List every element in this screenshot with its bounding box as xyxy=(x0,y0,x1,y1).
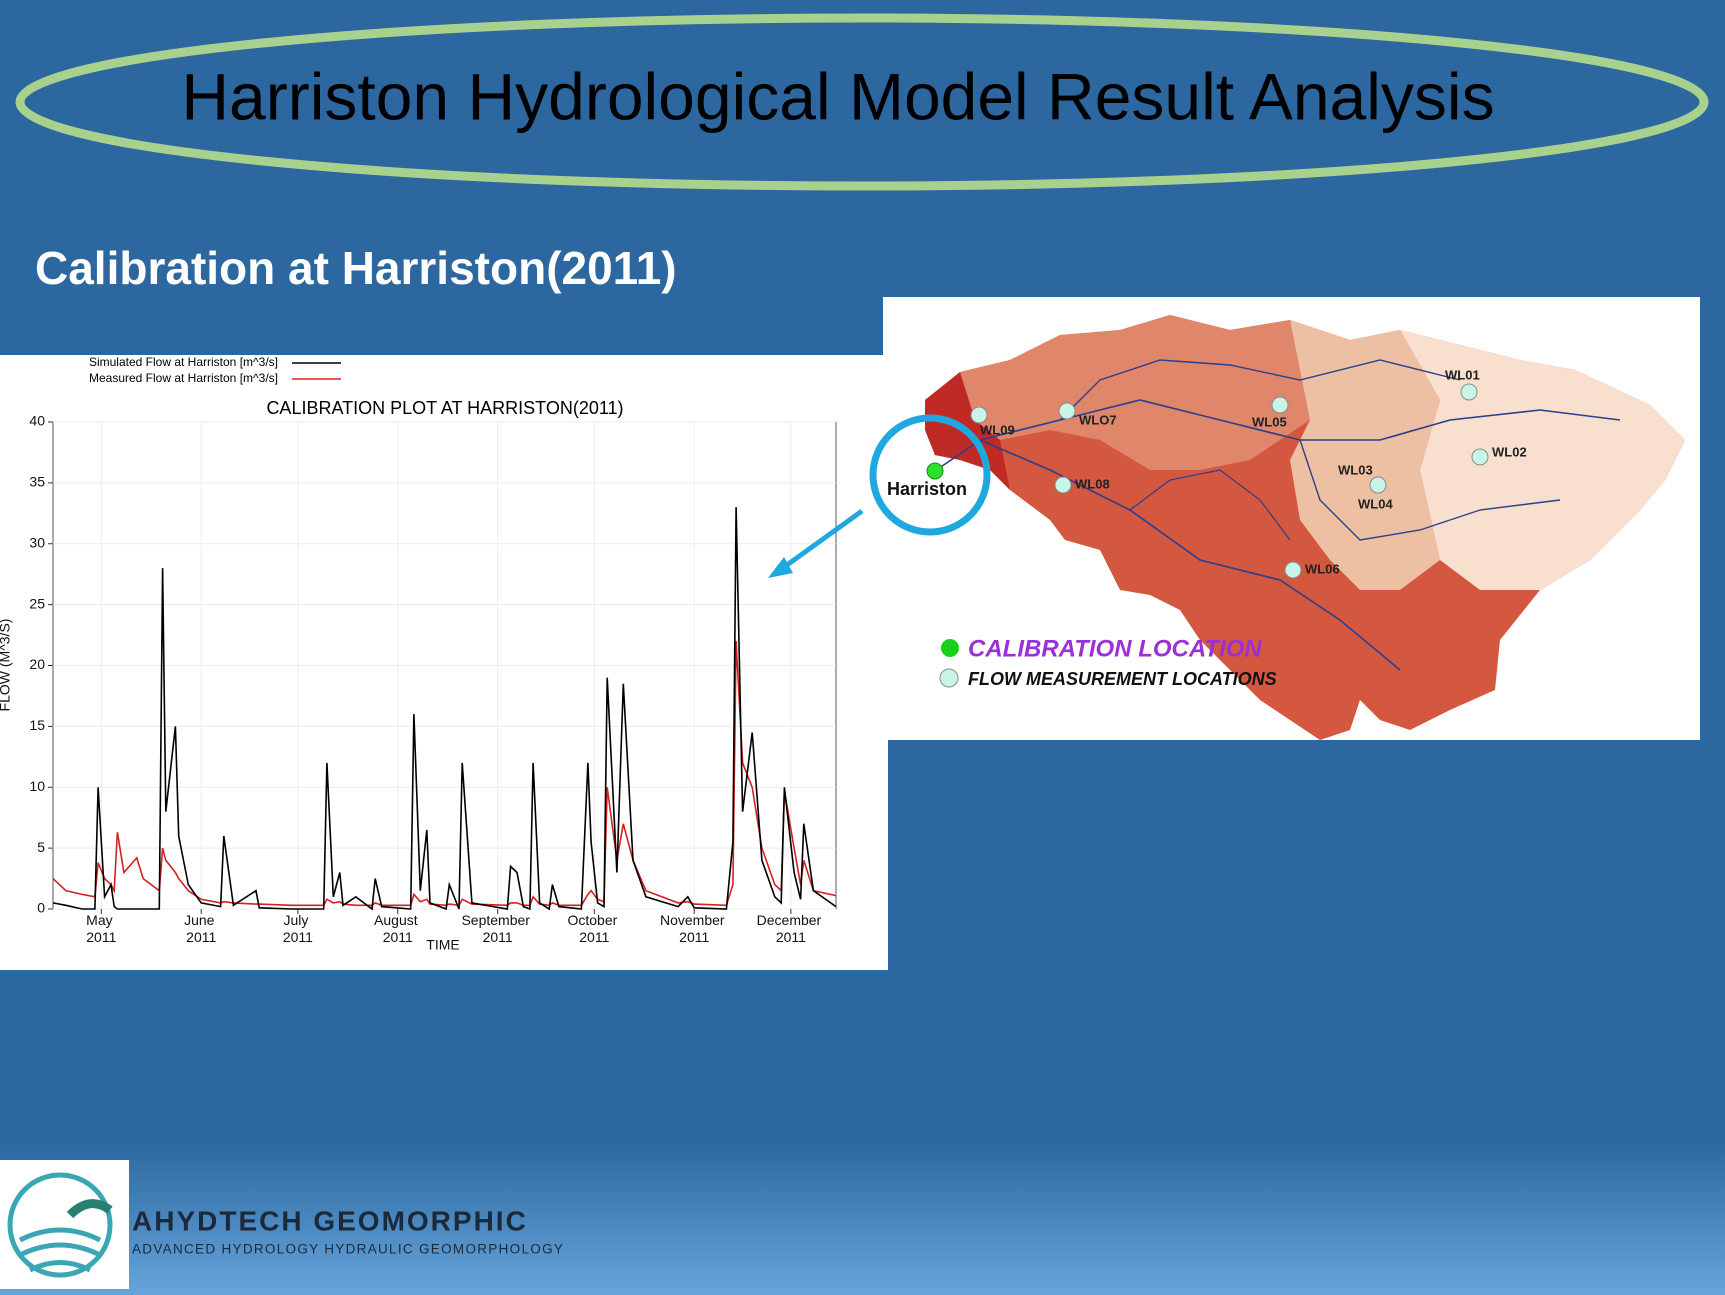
chart: 0 5 10 15 20 25 30 35 40 May 2011 June 2011 July 20… xyxy=(29,355,837,945)
legend-dot-calibration xyxy=(941,639,959,657)
series-line xyxy=(52,507,837,911)
station-label: WL09 xyxy=(980,422,1015,437)
y-axis-label: FLOW (M^3/S) xyxy=(0,619,13,712)
x-tick-label: July 2011 xyxy=(283,912,313,945)
watershed-map xyxy=(925,315,1685,740)
series-line xyxy=(52,641,837,907)
station-label: WL03 xyxy=(1338,462,1373,477)
legend-dot-flow xyxy=(939,668,959,688)
station-point xyxy=(970,406,988,424)
x-tick-label: May 2011 xyxy=(86,912,116,945)
station-point xyxy=(1271,396,1289,414)
y-tick-label: 0 xyxy=(37,900,45,916)
station-label: WLO7 xyxy=(1079,412,1117,427)
slide-subtitle: Calibration at Harriston(2011) xyxy=(35,242,677,294)
y-tick-label: 40 xyxy=(29,413,45,429)
station-label: WL05 xyxy=(1252,414,1287,429)
slide-title: Harriston Hydrological Model Result Anal… xyxy=(181,59,1494,133)
legend-label: Simulated Flow at Harriston [m^3/s] xyxy=(89,355,278,369)
station-label: WL01 xyxy=(1445,367,1480,382)
station-label: WL08 xyxy=(1075,476,1110,491)
x-tick-label: August 2011 xyxy=(374,912,421,945)
x-tick-label: June 2011 xyxy=(184,912,218,945)
x-tick-label: November 2011 xyxy=(660,912,728,945)
arrow-line xyxy=(778,508,864,573)
station-label: WL02 xyxy=(1492,444,1527,459)
calibration-point xyxy=(926,462,944,480)
x-axis-label: TIME xyxy=(426,937,459,953)
station-label: WL04 xyxy=(1358,496,1393,511)
arrow-head xyxy=(768,557,793,578)
title-ellipse xyxy=(15,13,1709,191)
x-tick-label: September 2011 xyxy=(461,912,533,945)
station-point xyxy=(1054,476,1072,494)
y-tick-label: 35 xyxy=(29,474,45,490)
y-tick-label: 15 xyxy=(29,717,45,733)
y-tick-label: 25 xyxy=(29,595,45,611)
station-point xyxy=(1058,402,1076,420)
x-tick-label: October 2011 xyxy=(567,912,621,945)
station-label: WL06 xyxy=(1305,561,1340,576)
y-tick-label: 30 xyxy=(29,534,45,550)
stations: WL09 WLO7 WL05 WL01 WL02 WL03 WL04 WL08 WL06 xyxy=(970,367,1527,579)
station-point xyxy=(1471,448,1489,466)
logo-name: AHYDTECH GEOMORPHIC xyxy=(132,1205,528,1236)
station-point xyxy=(1284,561,1302,579)
y-tick-label: 20 xyxy=(29,656,45,672)
station-point xyxy=(1369,476,1387,494)
legend-label: Measured Flow at Harriston [m^3/s] xyxy=(89,371,278,385)
y-tick-label: 10 xyxy=(29,778,45,794)
logo-icon xyxy=(7,1172,113,1278)
calibration-highlight xyxy=(869,414,991,536)
y-tick-label: 5 xyxy=(37,839,45,855)
map-legend-calibration: CALIBRATION LOCATION xyxy=(968,635,1262,662)
chart-title: CALIBRATION PLOT AT HARRISTON(2011) xyxy=(266,398,623,418)
x-tick-label: December 2011 xyxy=(757,912,825,945)
calibration-label: Harriston xyxy=(887,479,967,499)
map-legend-flow: FLOW MEASUREMENT LOCATIONS xyxy=(968,669,1277,689)
station-point xyxy=(1460,383,1478,401)
logo-tagline: ADVANCED HYDROLOGY HYDRAULIC GEOMORPHOLO… xyxy=(132,1242,564,1257)
